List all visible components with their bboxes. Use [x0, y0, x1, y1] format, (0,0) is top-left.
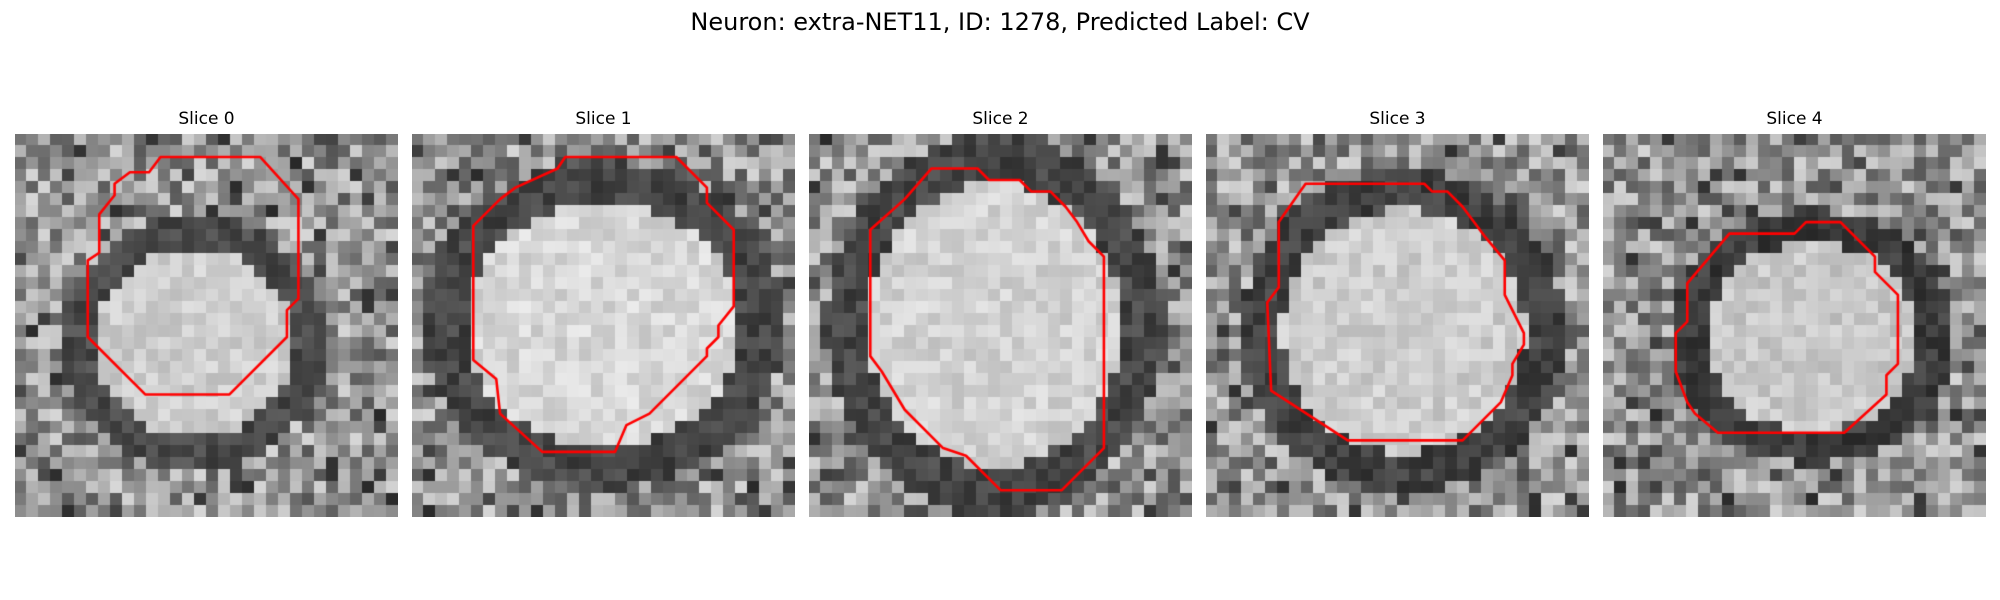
slice-panel-2: Slice 2 [809, 108, 1192, 517]
slice-panel-3: Slice 3 [1206, 108, 1589, 517]
slice-panel-1: Slice 1 [412, 108, 795, 517]
slice-image-0 [15, 134, 398, 517]
slice-image-4 [1603, 134, 1986, 517]
slice-title-3: Slice 3 [1369, 109, 1426, 129]
slice-image-2 [809, 134, 1192, 517]
slice-panel-0: Slice 0 [15, 108, 398, 517]
figure-title: Neuron: extra-NET11, ID: 1278, Predicted… [690, 8, 1310, 36]
slice-image-1 [412, 134, 795, 517]
slice-title-2: Slice 2 [972, 109, 1029, 129]
slice-panel-4: Slice 4 [1603, 108, 1986, 517]
slice-title-1: Slice 1 [575, 109, 632, 129]
slice-title-4: Slice 4 [1766, 109, 1823, 129]
slice-title-0: Slice 0 [178, 109, 235, 129]
slice-image-3 [1206, 134, 1589, 517]
